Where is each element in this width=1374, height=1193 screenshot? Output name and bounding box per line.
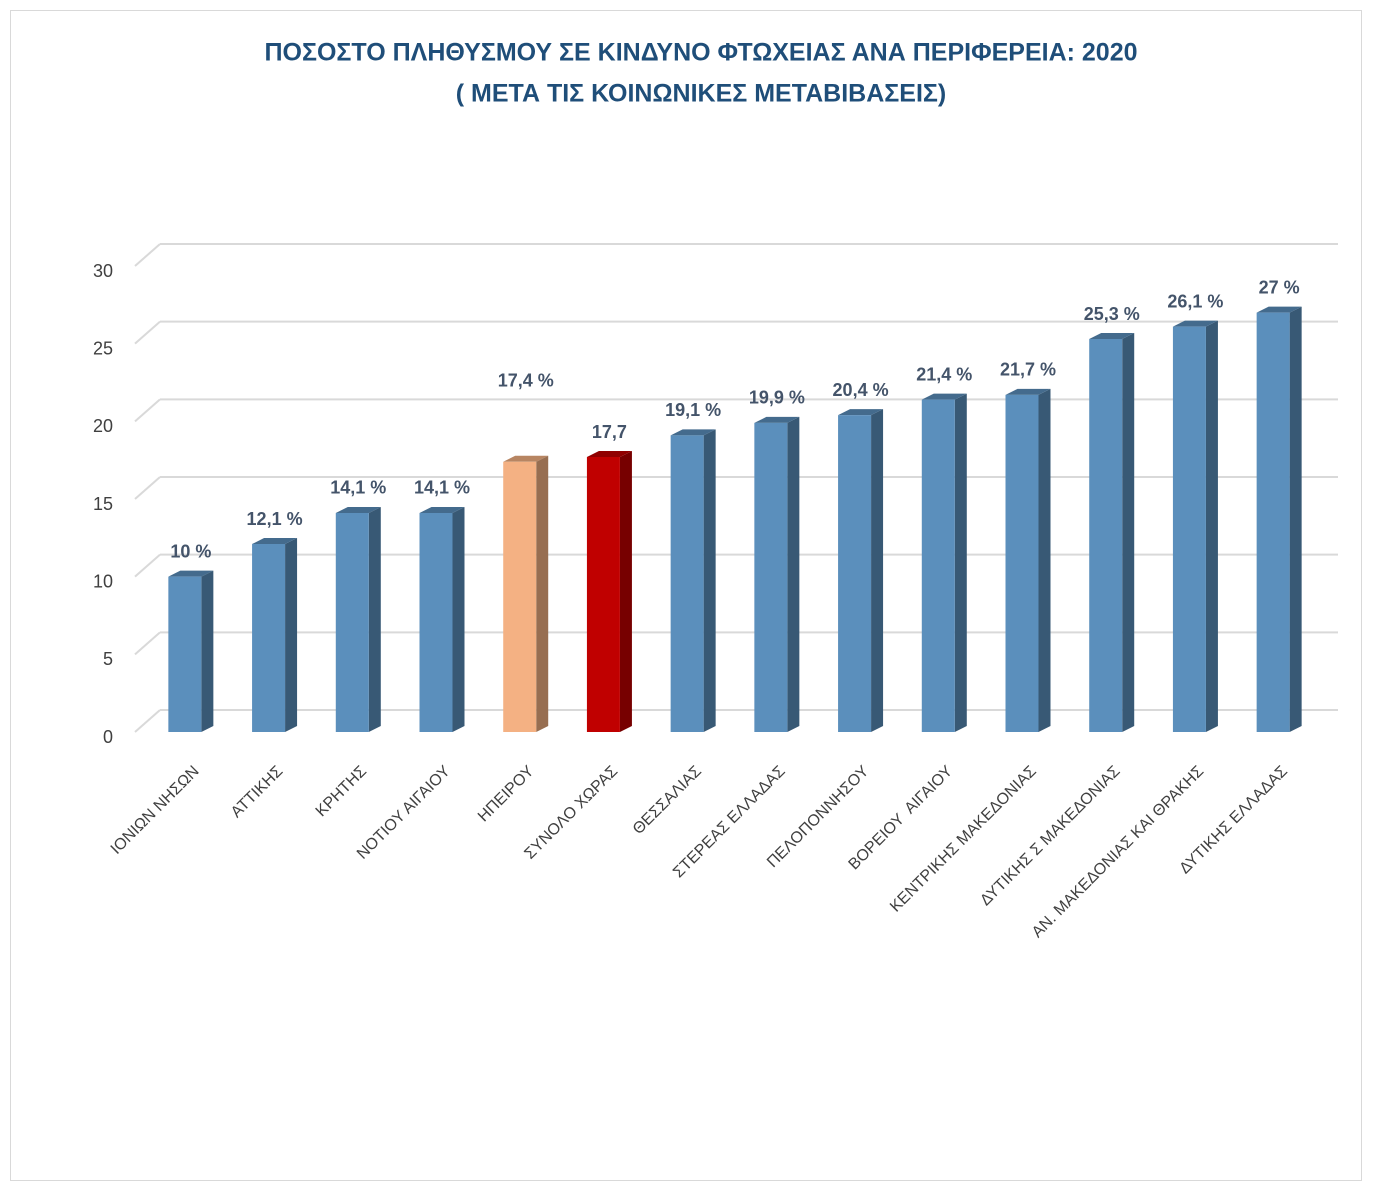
bar-top (252, 538, 298, 545)
value-label: 12,1 % (247, 509, 303, 529)
y-tick-label: 15 (93, 494, 113, 514)
bar (670, 429, 716, 732)
y-tick-label: 25 (93, 338, 113, 358)
bar-front (586, 457, 620, 732)
bar-side (368, 506, 381, 732)
bar-side (285, 538, 298, 732)
value-label: 17,7 (592, 422, 627, 442)
bar-front (503, 461, 537, 732)
bar-front (838, 415, 872, 732)
bar-top (503, 455, 549, 462)
bar-side (1122, 333, 1135, 732)
y-tick-label: 20 (93, 416, 113, 436)
y-tick-label: 5 (103, 649, 113, 669)
x-tick-label: ΗΠΕΙΡΟΥ (475, 763, 538, 826)
x-tick-label: ΔΥΤΙΚΗΣ Σ ΜΑΚΕΔΟΝΙΑΣ (977, 763, 1123, 909)
bar (168, 570, 214, 732)
bar (586, 451, 632, 732)
grid-line-depth (134, 476, 161, 500)
value-label: 14,1 % (330, 478, 386, 498)
value-label: 10 % (170, 541, 211, 561)
value-label: 26,1 % (1167, 291, 1223, 311)
y-tick-label: 10 (93, 571, 113, 591)
bar-side (871, 409, 884, 732)
grid-line-depth (134, 398, 161, 423)
chart-subtitle: ( ΜΕΤΑ ΤΙΣ ΚΟΙΝΩΝΙΚΕΣ ΜΕΤΑΒΙΒΑΣΕΙΣ) (456, 80, 946, 108)
bar-top (754, 416, 800, 423)
grid-line-depth (134, 320, 161, 345)
bar (921, 393, 967, 732)
bar-top (168, 570, 214, 577)
bar (252, 538, 298, 732)
bar-top (1089, 333, 1135, 340)
bar-front (921, 399, 955, 732)
bar-front (1256, 312, 1290, 732)
bar-side (536, 455, 549, 732)
bar-top (1005, 388, 1051, 395)
value-label: 19,9 % (749, 388, 805, 408)
bar-side (452, 506, 465, 732)
bar-side (703, 429, 716, 732)
bar-side (954, 393, 967, 732)
value-label: 20,4 % (833, 380, 889, 400)
value-label: 21,4 % (916, 364, 972, 384)
bar-side (619, 451, 632, 732)
bar-side (787, 416, 800, 732)
bar (1089, 333, 1135, 732)
bar-top (1172, 320, 1218, 327)
bar-top (419, 506, 465, 513)
value-label: 27 % (1259, 277, 1300, 297)
grid-line-depth (134, 243, 161, 267)
bar-top (335, 506, 381, 513)
bar-top (838, 409, 884, 416)
x-tick-label: ΘΕΣΣΑΛΙΑΣ (630, 763, 705, 838)
value-label: 17,4 % (498, 370, 554, 390)
bar-side (1205, 320, 1218, 732)
x-tick-label: ΑΝ. ΜΑΚΕΔΟΝΙΑΣ ΚΑΙ ΘΡΑΚΗΣ (1029, 763, 1207, 941)
value-label: 21,7 % (1000, 360, 1056, 380)
chart-title: ΠΟΣΟΣΤΟ ΠΛΗΘΥΣΜΟΥ ΣΕ ΚΙΝΔΥΝΟ ΦΤΩΧΕΙΑΣ ΑΝ… (264, 39, 1137, 67)
bar-front (670, 435, 704, 732)
value-label: 25,3 % (1084, 304, 1140, 324)
bar (335, 506, 381, 732)
x-tick-label: ΚΕΝΤΡΙΚΗΣ ΜΑΚΕΔΟΝΙΑΣ (887, 763, 1040, 916)
bar-side (1038, 388, 1051, 732)
x-tick-label: ΝΟΤΙΟΥ ΑΙΓΑΙΟΥ (354, 763, 454, 863)
bar (503, 455, 549, 732)
grid-line-depth (134, 631, 161, 656)
bar-front (252, 544, 286, 732)
bar-front (419, 512, 453, 732)
x-tick-label: ΚΡΗΤΗΣ (313, 763, 370, 820)
bar (1005, 388, 1051, 732)
bar-front (1089, 339, 1123, 732)
bar (754, 416, 800, 732)
y-tick-label: 30 (93, 261, 113, 281)
value-label: 19,1 % (665, 400, 721, 420)
bar-side (201, 570, 214, 732)
bar-front (335, 512, 369, 732)
bar-front (754, 422, 788, 732)
bar-top (921, 393, 967, 400)
y-tick-label: 0 (103, 727, 113, 747)
chart-frame: ΠΟΣΟΣΤΟ ΠΛΗΘΥΣΜΟΥ ΣΕ ΚΙΝΔΥΝΟ ΦΤΩΧΕΙΑΣ ΑΝ… (10, 10, 1362, 1181)
bar-front (1172, 326, 1206, 732)
bar-side (1289, 306, 1302, 732)
bar (1256, 306, 1302, 732)
grid-line-depth (134, 553, 161, 578)
x-tick-label: ΑΤΤΙΚΗΣ (228, 763, 286, 821)
value-label: 14,1 % (414, 478, 470, 498)
bar-front (1005, 394, 1039, 732)
bar (838, 409, 884, 732)
x-tick-label: ΣΥΝΟΛΟ ΧΩΡΑΣ (521, 763, 621, 863)
bar-top (586, 451, 632, 458)
grid-line-depth (134, 709, 161, 733)
chart: ΠΟΣΟΣΤΟ ΠΛΗΘΥΣΜΟΥ ΣΕ ΚΙΝΔΥΝΟ ΦΤΩΧΕΙΑΣ ΑΝ… (93, 39, 1338, 941)
bar (1172, 320, 1218, 732)
x-tick-label: ΙΟΝΙΩΝ ΝΗΣΩΝ (108, 763, 203, 858)
bar-top (1256, 306, 1302, 313)
bar-top (670, 429, 716, 436)
bar-front (168, 576, 202, 732)
bar (419, 506, 465, 732)
